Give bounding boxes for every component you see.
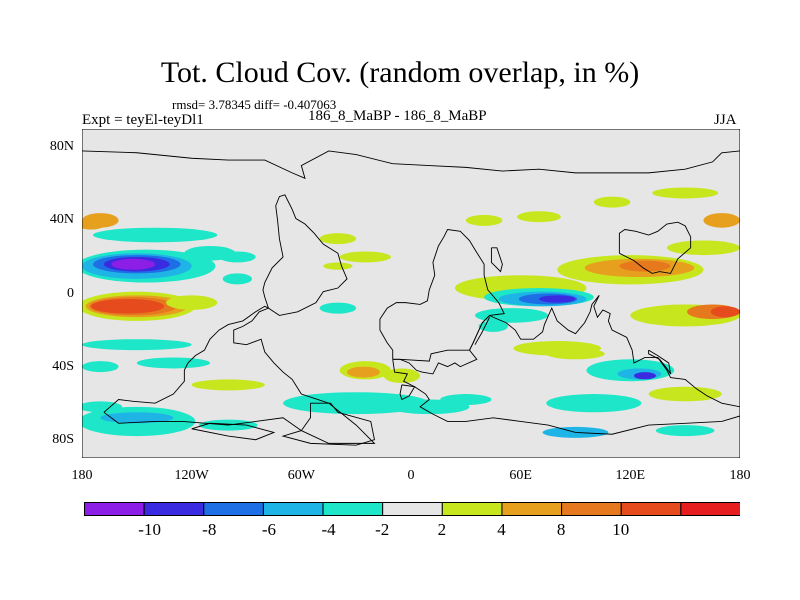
anomaly-contour <box>100 412 174 424</box>
y-tick-label: 40N <box>49 212 74 228</box>
anomaly-contour <box>111 258 156 270</box>
anomaly-contour <box>339 251 391 263</box>
y-tick-label: 40S <box>52 358 74 374</box>
anomaly-contour <box>92 227 218 243</box>
case-label: 186_8_MaBP - 186_8_MaBP <box>308 108 487 124</box>
rmsd-diff-label: rmsd= 3.78345 diff= -0.407063 <box>172 97 337 112</box>
x-tick-label: 0 <box>407 468 415 483</box>
x-tick-label: 180 <box>729 468 751 483</box>
colorbar <box>84 502 740 516</box>
colorbar-swatch <box>680 502 740 516</box>
coastline-japan <box>648 349 671 375</box>
y-tick-label: 0 <box>67 285 74 301</box>
coastline-british-isles <box>399 384 416 401</box>
x-tick-label: 180 <box>71 468 93 483</box>
anomaly-contour <box>82 339 192 351</box>
colorbar-level-label: -4 <box>321 520 336 539</box>
anomaly-contour <box>710 306 740 318</box>
anomaly-contour <box>82 401 123 413</box>
anomaly-contour <box>703 213 740 228</box>
colorbar-swatch <box>620 502 682 516</box>
anomaly-contour <box>383 368 421 384</box>
coastline-africa <box>379 229 505 362</box>
anomaly-contour <box>648 386 722 402</box>
anomaly-contour <box>652 187 719 199</box>
coastline-greenland <box>281 402 375 446</box>
colorbar-swatch <box>561 502 622 516</box>
y-tick-label: 80N <box>49 139 74 155</box>
colorbar-level-label: -6 <box>261 520 276 539</box>
anomaly-contour <box>319 302 357 314</box>
anomaly-contour <box>136 357 210 369</box>
colorbar-swatch <box>143 502 205 516</box>
map-panel <box>82 129 740 458</box>
anomaly-contour <box>474 308 549 323</box>
coastline-north-america <box>103 305 376 444</box>
x-tick-label: 120W <box>174 468 209 483</box>
anomaly-contour <box>91 298 165 314</box>
anomaly-contour <box>347 366 380 378</box>
y-tick-label: 80S <box>52 431 74 447</box>
colorbar-level-label: 4 <box>497 520 506 539</box>
experiment-label: Expt = teyEl-teyDl1 <box>82 112 204 128</box>
coastline-madagascar <box>490 247 503 273</box>
colorbar-level-label: 2 <box>437 520 447 539</box>
anomaly-contour <box>191 379 265 391</box>
colorbar-level-label: -8 <box>202 520 217 539</box>
anomaly-field <box>82 187 740 438</box>
x-tick-label: 120E <box>615 468 646 483</box>
colorbar-level-label: -10 <box>138 520 161 539</box>
anomaly-contour <box>593 196 631 208</box>
colorbar-level-label: 8 <box>556 520 566 539</box>
anomaly-contour <box>166 295 218 310</box>
coastline-arctic-islands <box>191 422 276 441</box>
anomaly-contour <box>222 273 252 285</box>
colorbar-swatch <box>382 502 443 516</box>
colorbar-swatch <box>322 502 384 516</box>
anomaly-contour <box>546 394 642 413</box>
colorbar-swatch <box>441 502 503 516</box>
colorbar-swatch <box>501 502 563 516</box>
anomaly-contour <box>546 348 605 360</box>
anomaly-contour <box>82 213 119 228</box>
anomaly-contour <box>440 394 492 405</box>
anomaly-contour <box>319 233 357 245</box>
x-tick-label: 60E <box>509 468 532 483</box>
anomaly-contour <box>219 251 256 263</box>
anomaly-contour <box>633 372 656 380</box>
anomaly-contour <box>82 361 119 373</box>
coastline-south-america <box>262 194 348 316</box>
x-tick-label: 60W <box>287 468 315 483</box>
coastline-antarctica <box>82 150 740 180</box>
colorbar-swatch <box>262 502 324 516</box>
coastlines <box>82 150 740 446</box>
anomaly-contour <box>666 240 740 256</box>
colorbar-swatch <box>84 502 145 516</box>
coastline-red-sea <box>474 317 491 345</box>
coastline-australia <box>618 221 692 274</box>
anomaly-contour <box>517 211 561 223</box>
season-label: JJA <box>714 112 737 128</box>
chart-title: Tot. Cloud Cov. (random overlap, in %) <box>160 56 640 89</box>
anomaly-contour <box>465 214 503 226</box>
anomaly-contour <box>655 425 715 437</box>
colorbar-level-label: 10 <box>612 520 630 539</box>
colorbar-level-label: -2 <box>375 520 390 539</box>
anomaly-contour <box>619 260 671 272</box>
colorbar-swatch <box>203 502 264 516</box>
anomaly-contour <box>323 262 353 270</box>
anomaly-contour <box>538 295 576 303</box>
